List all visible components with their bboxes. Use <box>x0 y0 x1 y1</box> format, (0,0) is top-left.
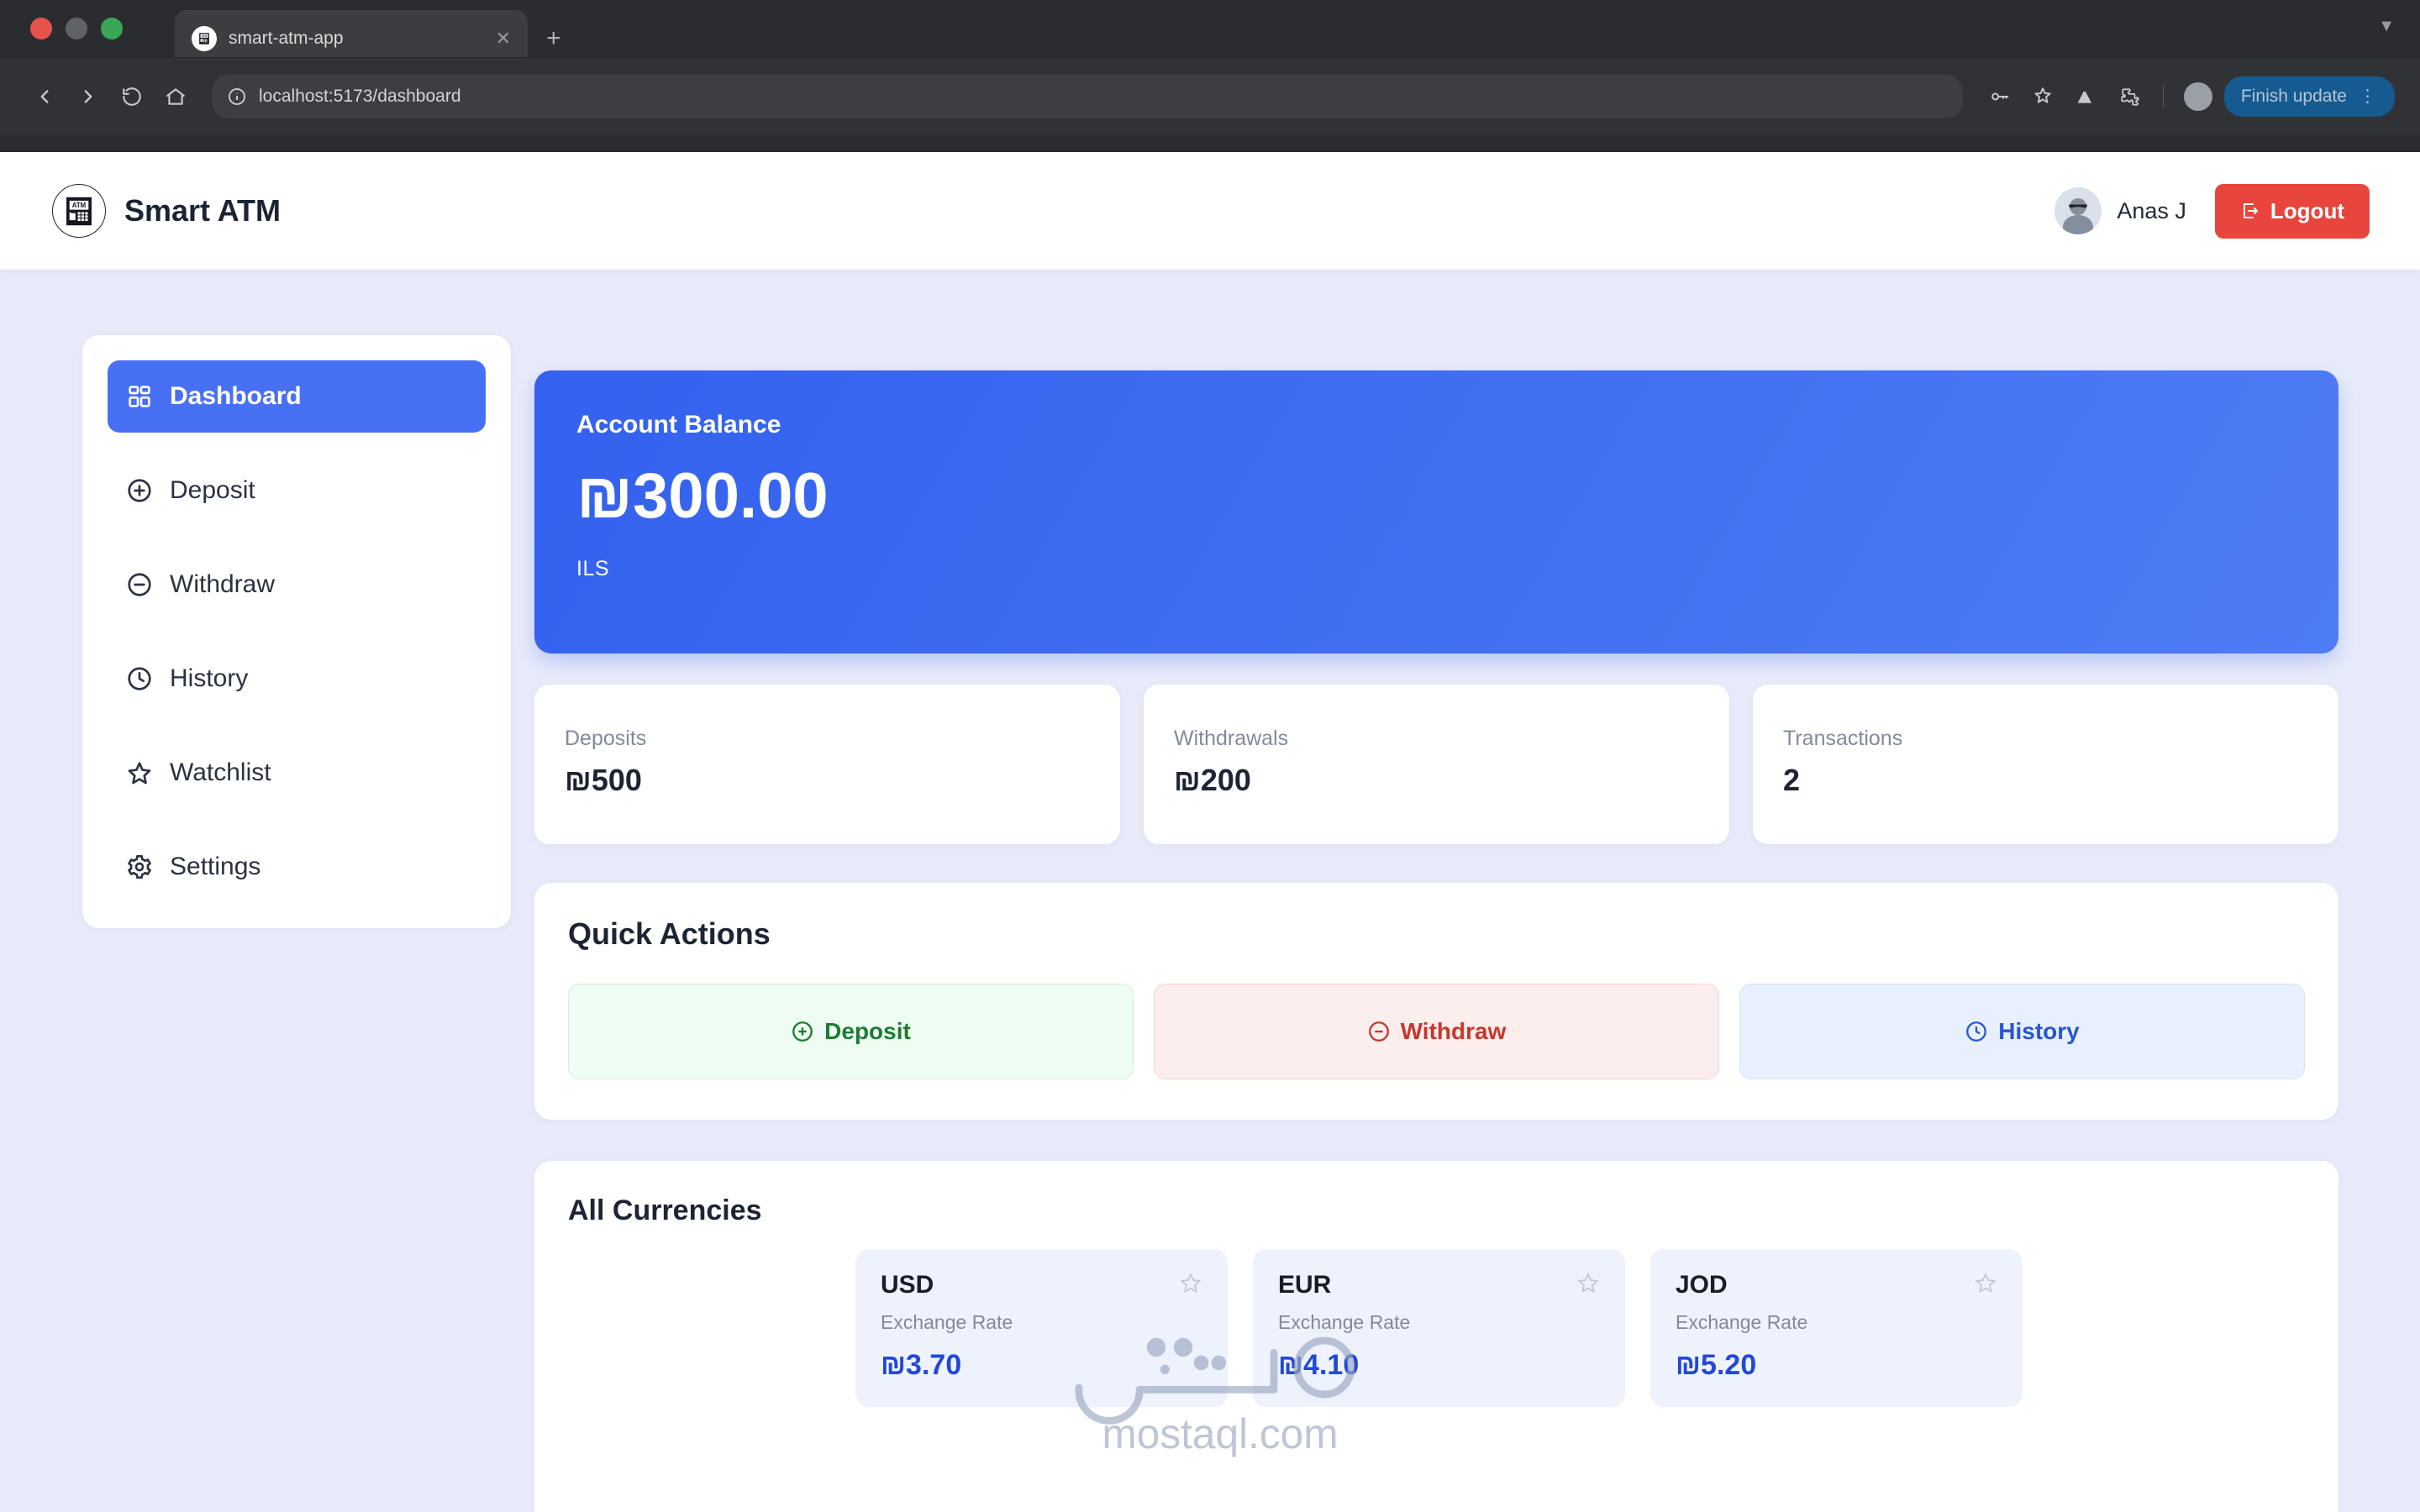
svg-text:ATM: ATM <box>72 202 87 209</box>
svg-text:ATM: ATM <box>202 34 208 38</box>
